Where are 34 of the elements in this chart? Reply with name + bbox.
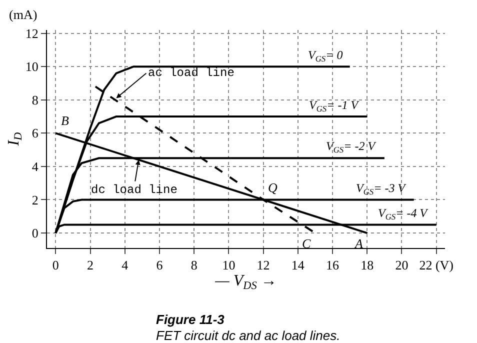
x-tick-label: 22 (V) [419, 258, 454, 273]
text: FET circuit dc and ac load lines. [156, 328, 340, 343]
x-tick-label: 16 [326, 258, 340, 273]
series-label: V$_{GS}$= 0 [308, 48, 343, 64]
x-tick-label: 18 [360, 258, 374, 273]
y-tick-label: 0 [32, 226, 38, 241]
y-tick-label: 8 [32, 92, 38, 108]
x-tick-label: 0 [52, 258, 59, 273]
annotation: Q [268, 180, 278, 195]
x-tick-label: 14 [291, 258, 305, 273]
series-label: V$_{GS}$= -3 V [356, 181, 407, 197]
x-tick-label: 8 [190, 258, 198, 273]
x-tick-label: 20 [395, 258, 408, 273]
series-label: V$_{GS}$= -2 V [326, 139, 377, 155]
y-tick-label: 6 [32, 126, 39, 141]
x-tick-label: 4 [122, 258, 129, 273]
annotation: dc load line [91, 183, 178, 197]
caption: Figure 11-3 [156, 312, 226, 327]
series-label: V$_{GS}$= -4 V [378, 206, 429, 222]
y-tick-label: 12 [25, 26, 38, 41]
annotation: A [354, 236, 363, 251]
annotation: B [61, 113, 69, 128]
annotation: ac load line [148, 66, 234, 80]
y-tick-label: 2 [32, 192, 38, 208]
x-tick-label: 12 [256, 258, 270, 273]
x-tick-label: 10 [222, 258, 236, 273]
x-tick-label: 2 [87, 258, 94, 273]
series-label: V$_{GS}$= -1 V [309, 98, 360, 114]
y-tick-label: 10 [25, 59, 38, 74]
x-axis-title: — V$_{DS}$ → [214, 272, 277, 292]
text: (mA) [9, 7, 38, 22]
x-tick-label: 6 [156, 258, 164, 273]
y-tick-label: 4 [32, 159, 39, 174]
annotation: C [302, 236, 311, 251]
